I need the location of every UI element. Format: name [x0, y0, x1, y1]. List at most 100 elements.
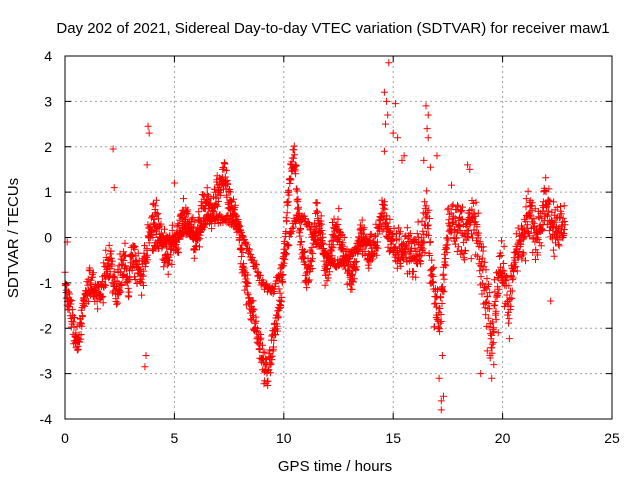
data-point: [292, 170, 300, 178]
data-point: [68, 297, 76, 305]
x-tick-label: 10: [276, 430, 292, 446]
data-point: [500, 260, 508, 267]
data-point: [190, 254, 198, 262]
data-point: [140, 267, 148, 275]
data-point: [549, 246, 557, 254]
data-point: [444, 236, 452, 244]
data-point: [239, 249, 247, 256]
data-point: [193, 234, 201, 242]
data-point: [423, 187, 431, 195]
data-point: [307, 226, 315, 234]
data-point: [507, 302, 515, 310]
data-point: [283, 250, 290, 258]
data-point: [314, 236, 322, 244]
data-point: [443, 241, 451, 249]
data-point: [538, 227, 546, 234]
data-point: [542, 188, 550, 196]
data-point: [437, 406, 445, 414]
data-point: [485, 305, 493, 313]
data-point: [489, 318, 497, 326]
data-point: [196, 243, 203, 251]
data-point: [74, 345, 82, 353]
data-point: [89, 269, 97, 277]
data-point: [382, 215, 390, 223]
data-point: [300, 248, 308, 256]
data-point: [453, 206, 461, 214]
data-point: [358, 216, 366, 224]
data-point: [555, 242, 563, 250]
data-point: [105, 241, 113, 249]
data-point: [184, 224, 192, 232]
data-point: [525, 232, 533, 240]
x-tick-label: 15: [385, 430, 401, 446]
data-point: [378, 227, 386, 235]
data-point: [81, 302, 89, 310]
data-point: [475, 229, 483, 237]
data-point: [545, 227, 553, 235]
data-point: [448, 181, 455, 189]
data-point: [503, 291, 511, 299]
data-point: [534, 236, 542, 243]
data-point: [318, 227, 326, 234]
data-point: [283, 209, 291, 217]
data-point: [491, 298, 499, 305]
data-point: [385, 59, 393, 67]
data-point: [352, 246, 360, 254]
data-point: [317, 220, 325, 228]
data-point: [553, 203, 561, 211]
data-point: [149, 234, 157, 241]
data-point: [524, 221, 532, 229]
data-point: [477, 370, 485, 378]
data-point: [166, 231, 174, 239]
data-point: [219, 164, 227, 171]
data-point: [169, 238, 177, 246]
data-point: [280, 259, 288, 267]
data-point: [403, 241, 410, 249]
data-point: [161, 225, 168, 233]
data-point: [292, 219, 300, 227]
data-point: [175, 249, 182, 257]
data-point: [485, 280, 493, 288]
data-point: [440, 288, 448, 296]
data-point: [435, 323, 443, 331]
data-point: [275, 306, 283, 314]
data-point: [252, 261, 260, 269]
data-point: [561, 221, 569, 229]
data-point: [110, 184, 118, 192]
data-point: [406, 238, 414, 246]
data-point: [213, 202, 221, 210]
data-point: [339, 239, 347, 247]
data-point: [222, 166, 230, 174]
y-tick-label: -2: [40, 320, 53, 336]
data-point: [249, 311, 257, 319]
data-point: [124, 284, 132, 292]
data-point: [399, 241, 407, 249]
data-point: [397, 262, 405, 270]
data-point: [151, 202, 159, 210]
data-point: [297, 238, 305, 245]
data-point: [474, 209, 482, 217]
data-point: [301, 247, 309, 255]
data-point: [305, 276, 313, 284]
data-point: [476, 267, 484, 275]
data-point: [138, 291, 146, 299]
data-point: [319, 233, 327, 241]
data-point: [118, 281, 126, 289]
data-point: [257, 334, 265, 342]
data-point: [501, 281, 509, 289]
data-point: [366, 236, 374, 244]
data-point: [440, 392, 447, 400]
data-point: [464, 233, 472, 241]
data-point: [101, 275, 109, 283]
data-point: [216, 211, 224, 219]
data-point: [276, 289, 284, 297]
data-point: [308, 265, 316, 272]
data-point: [285, 241, 293, 249]
data-point: [520, 234, 528, 242]
data-point: [365, 264, 373, 272]
data-point: [89, 273, 97, 281]
data-point: [357, 241, 365, 249]
data-point: [559, 214, 567, 222]
data-point: [287, 175, 295, 183]
data-point: [121, 262, 129, 270]
